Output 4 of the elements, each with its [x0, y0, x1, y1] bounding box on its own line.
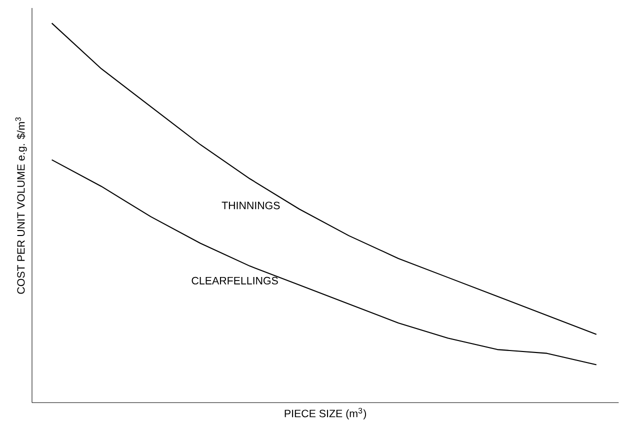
series-label: CLEARFELLINGS — [192, 276, 278, 284]
x-axis-title: PIECE SIZE (m$^{3}$) — [284, 408, 366, 420]
y-axis-title: COST PER UNIT VOLUME e.g. $/m$^{3}$ — [15, 117, 27, 294]
series-label: THINNINGS — [222, 202, 280, 210]
